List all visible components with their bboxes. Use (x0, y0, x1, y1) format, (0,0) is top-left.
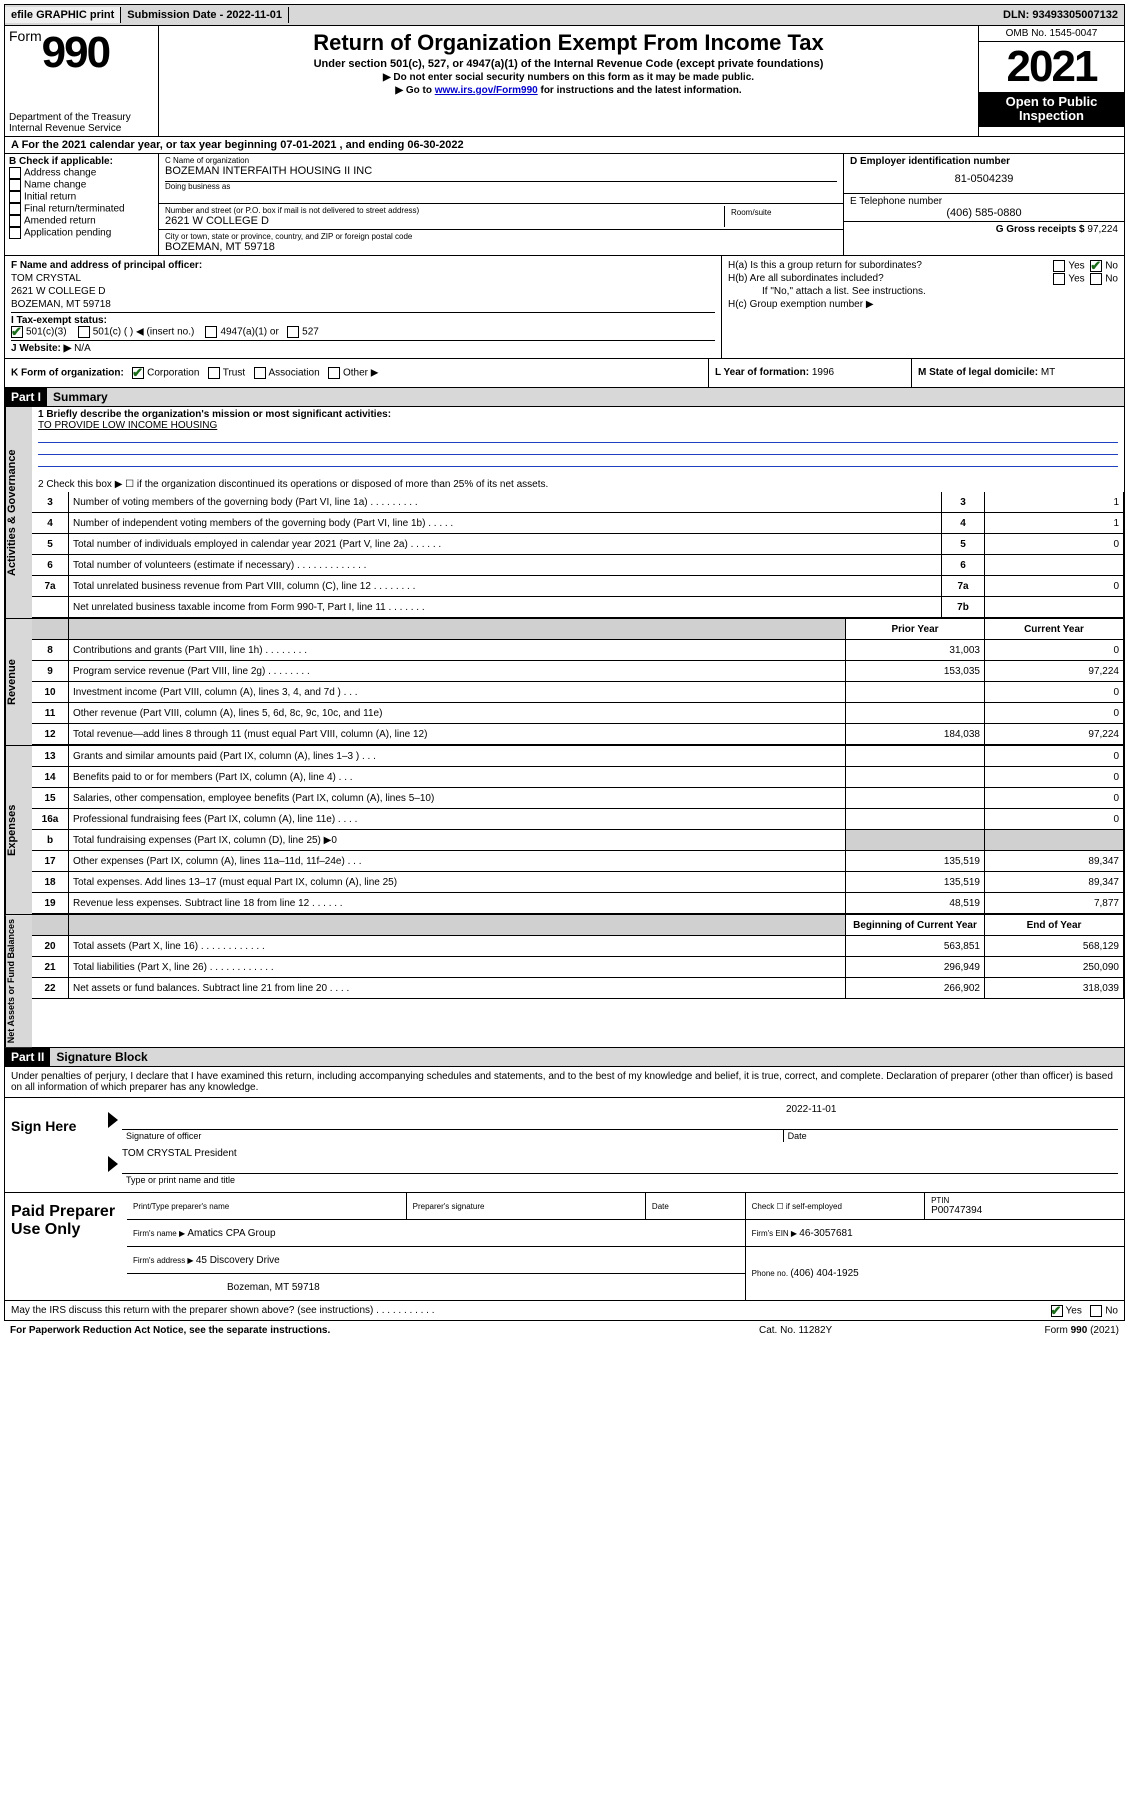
revenue-table: Prior YearCurrent Year8Contributions and… (32, 619, 1124, 745)
e-phone-label: E Telephone number (850, 196, 1118, 207)
vtab-netassets: Net Assets or Fund Balances (5, 915, 32, 1047)
form-subtitle: Under section 501(c), 527, or 4947(a)(1)… (163, 58, 974, 70)
cb-527[interactable] (287, 326, 299, 338)
mission-question: 1 Briefly describe the organization's mi… (38, 409, 391, 420)
cb-corp[interactable] (132, 367, 144, 379)
f-officer-label: F Name and address of principal officer: (11, 260, 202, 271)
instruction-link: ▶ Go to www.irs.gov/Form990 for instruct… (163, 85, 974, 96)
sig-date-label: Date (784, 1130, 1118, 1142)
irs-label: Internal Revenue Service (9, 123, 154, 134)
top-header-bar: efile GRAPHIC print Submission Date - 20… (4, 4, 1125, 26)
vtab-revenue: Revenue (5, 619, 32, 745)
row-a-tax-year: A For the 2021 calendar year, or tax yea… (4, 137, 1125, 154)
arrow-icon (108, 1156, 118, 1172)
netassets-table: Beginning of Current YearEnd of Year20To… (32, 915, 1124, 999)
officer-name: TOM CRYSTAL (11, 273, 715, 284)
org-address: 2621 W COLLEGE D (165, 215, 724, 227)
cb-hb-yes[interactable] (1053, 273, 1065, 285)
officer-addr1: 2621 W COLLEGE D (11, 286, 715, 297)
cb-assoc[interactable] (254, 367, 266, 379)
g-gross-label: G Gross receipts $ (996, 224, 1088, 235)
phone-value: (406) 585-0880 (850, 207, 1118, 219)
arrow-icon (108, 1112, 118, 1128)
tax-year: 2021 (979, 42, 1124, 92)
l-label: L Year of formation: (715, 367, 812, 378)
form-ref: Form 990 (2021) (939, 1325, 1119, 1336)
submission-date: Submission Date - 2022-11-01 (121, 7, 289, 23)
form-title: Return of Organization Exempt From Incom… (163, 30, 974, 56)
cat-no: Cat. No. 11282Y (759, 1325, 939, 1336)
instruction-ssn: ▶ Do not enter social security numbers o… (163, 72, 974, 83)
i-tax-status-label: I Tax-exempt status: (11, 315, 107, 326)
org-name: BOZEMAN INTERFAITH HOUSING II INC (165, 165, 837, 177)
cb-501c3[interactable] (11, 326, 23, 338)
k-label: K Form of organization: (11, 368, 124, 379)
sign-date: 2022-11-01 (786, 1104, 1118, 1115)
cb-discuss-yes[interactable] (1051, 1305, 1063, 1317)
omb-number: OMB No. 1545-0047 (979, 26, 1124, 42)
city-label: City or town, state or province, country… (165, 232, 837, 241)
paid-preparer-table: Print/Type preparer's name Preparer's si… (127, 1193, 1124, 1300)
paid-preparer-label: Paid Preparer Use Only (5, 1193, 127, 1300)
paperwork-notice: For Paperwork Reduction Act Notice, see … (10, 1325, 759, 1336)
dba-label: Doing business as (165, 182, 837, 191)
efile-label: efile GRAPHIC print (5, 7, 121, 23)
signature-declaration: Under penalties of perjury, I declare th… (5, 1067, 1124, 1097)
expenses-table: 13Grants and similar amounts paid (Part … (32, 746, 1124, 914)
sign-here-label: Sign Here (5, 1098, 102, 1192)
gross-receipts: 97,224 (1087, 224, 1118, 235)
part-ii-title: Signature Block (50, 1048, 153, 1066)
part-i-badge: Part I (5, 388, 47, 406)
cb-other[interactable] (328, 367, 340, 379)
hc-label: H(c) Group exemption number ▶ (728, 299, 1118, 310)
officer-addr2: BOZEMAN, MT 59718 (11, 299, 715, 313)
discuss-row: May the IRS discuss this return with the… (4, 1301, 1125, 1321)
part-ii-badge: Part II (5, 1048, 50, 1066)
type-name-label: Type or print name and title (122, 1174, 1118, 1186)
cb-discuss-no[interactable] (1090, 1305, 1102, 1317)
mission-answer: TO PROVIDE LOW INCOME HOUSING (38, 420, 217, 431)
state-domicile: MT (1041, 367, 1055, 378)
section-b-checkboxes: B Check if applicable: Address change Na… (5, 154, 159, 255)
cb-hb-no[interactable] (1090, 273, 1102, 285)
year-formation: 1996 (812, 367, 834, 378)
hb-label: H(b) Are all subordinates included? (728, 273, 884, 284)
dln-label: DLN: 93493305007132 (997, 7, 1124, 23)
form-word: Form (9, 28, 42, 44)
org-city: BOZEMAN, MT 59718 (165, 241, 837, 253)
room-label: Room/suite (731, 208, 831, 217)
cb-501c[interactable] (78, 326, 90, 338)
ein-value: 81-0504239 (850, 167, 1118, 191)
sig-officer-label: Signature of officer (122, 1130, 784, 1142)
ha-label: H(a) Is this a group return for subordin… (728, 260, 922, 271)
part-i-title: Summary (47, 388, 114, 406)
addr-label: Number and street (or P.O. box if mail i… (165, 206, 724, 215)
j-website-label: J Website: ▶ (11, 343, 74, 354)
line-2: 2 Check this box ▶ ☐ if the organization… (32, 469, 1124, 492)
officer-name-title: TOM CRYSTAL President (122, 1148, 1118, 1159)
d-ein-label: D Employer identification number (850, 156, 1118, 167)
cb-ha-yes[interactable] (1053, 260, 1065, 272)
m-label: M State of legal domicile: (918, 367, 1041, 378)
vtab-governance: Activities & Governance (5, 407, 32, 618)
website-value: N/A (74, 343, 91, 354)
governance-table: 3Number of voting members of the governi… (32, 492, 1124, 618)
dept-label: Department of the Treasury (9, 112, 154, 123)
cb-4947[interactable] (205, 326, 217, 338)
c-name-label: C Name of organization (165, 156, 837, 165)
cb-ha-no[interactable] (1090, 260, 1102, 272)
irs-link[interactable]: www.irs.gov/Form990 (435, 85, 538, 96)
vtab-expenses: Expenses (5, 746, 32, 914)
hb-note: If "No," attach a list. See instructions… (728, 286, 1118, 297)
form-number: 990 (42, 28, 109, 77)
open-inspection-badge: Open to Public Inspection (979, 92, 1124, 127)
cb-trust[interactable] (208, 367, 220, 379)
